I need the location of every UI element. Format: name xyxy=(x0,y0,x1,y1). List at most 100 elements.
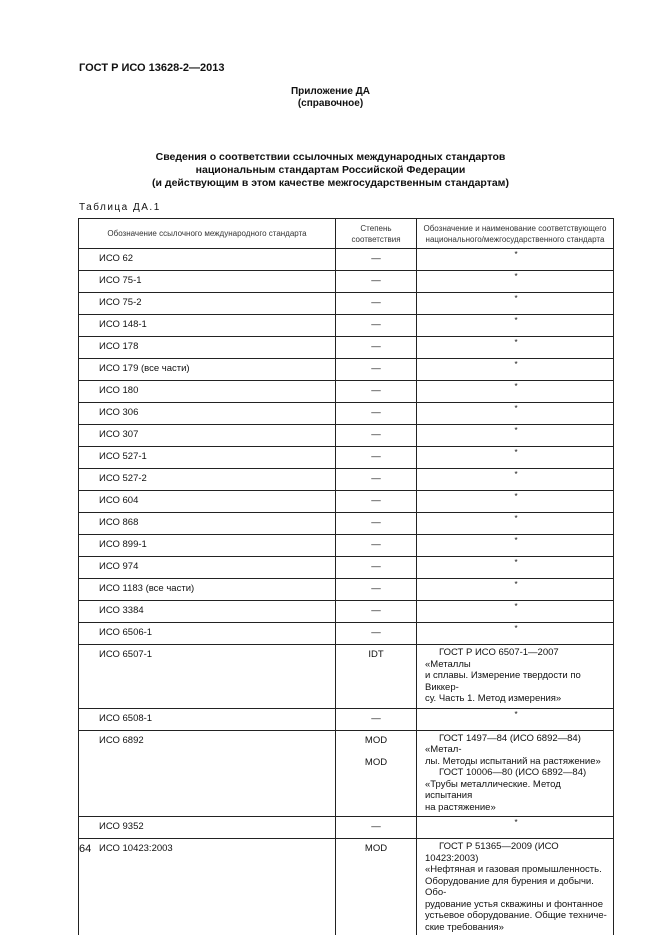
ref-standard-cell: ИСО 179 (все части) xyxy=(78,358,336,381)
degree-cell: — xyxy=(335,402,417,425)
national-standard-cell: * xyxy=(416,578,614,601)
degree-cell: — xyxy=(335,358,417,381)
national-standard-cell: * xyxy=(416,358,614,381)
national-standard-cell: * xyxy=(416,292,614,315)
degree-value: — xyxy=(371,605,381,616)
national-standard-cell: * xyxy=(416,314,614,337)
table-row: ИСО 604 — * xyxy=(78,490,614,513)
national-standard-cell: * xyxy=(416,512,614,535)
national-line: су. Часть 1. Метод измерения» xyxy=(425,693,562,704)
column-header: Обозначение ссылочного международного ст… xyxy=(78,218,336,249)
degree-cell: — xyxy=(335,707,417,730)
national-standard-cell: * xyxy=(416,424,614,447)
degree-value: — xyxy=(371,319,381,330)
table-row: ИСО 148-1 — * xyxy=(78,314,614,337)
ref-standard-cell: ИСО 178 xyxy=(78,336,336,359)
table-row: ИСО 6507-1 IDT ГОСТ Р ИСО 6507-1—2007 «Мет… xyxy=(78,644,614,708)
national-line: ские требования» xyxy=(425,921,504,933)
no-equivalent-mark: * xyxy=(514,536,518,545)
correspondence-table: Обозначение ссылочного международного ст… xyxy=(78,218,614,935)
degree-value: — xyxy=(371,385,381,396)
degree-cell: — xyxy=(335,578,417,601)
degree-cell: — xyxy=(335,380,417,403)
degree-cell: — xyxy=(335,556,417,579)
page-number: 64 xyxy=(79,843,92,855)
national-standard-cell: * xyxy=(416,490,614,513)
national-standard-cell: * xyxy=(416,336,614,359)
no-equivalent-mark: * xyxy=(514,382,518,391)
degree-value: — xyxy=(371,341,381,352)
ref-standard-cell: ИСО 306 xyxy=(78,402,336,425)
national-standard-cell: * xyxy=(416,446,614,469)
table-row: ИСО 6892 MOD MOD ГОСТ 1497—84 (ИСО 6892—84)… xyxy=(78,729,614,817)
ref-standard-cell: ИСО 10423:2003 xyxy=(78,838,336,935)
national-line: ГОСТ 1497—84 (ИСО 6892—84) «Метал- xyxy=(425,732,581,756)
degree-value: — xyxy=(371,712,381,724)
degree-cell: — xyxy=(335,446,417,469)
no-equivalent-mark: * xyxy=(514,338,518,347)
national-standard-cell: * xyxy=(416,816,614,839)
no-equivalent-mark: * xyxy=(514,404,518,413)
degree-value: — xyxy=(371,821,381,832)
degree-cell: IDT xyxy=(335,644,417,708)
no-equivalent-mark: * xyxy=(514,448,518,457)
national-line: «Трубы металлические. Метод испытания xyxy=(425,778,561,802)
document-id: ГОСТ Р ИСО 13628-2—2013 xyxy=(79,62,225,74)
title-line: Сведения о соответствии ссылочных междун… xyxy=(155,151,506,163)
title-line: национальным стандартам Российской Федер… xyxy=(195,164,466,176)
degree-cell: — xyxy=(335,490,417,513)
degree-cell: — xyxy=(335,336,417,359)
no-equivalent-mark: * xyxy=(514,818,518,827)
no-equivalent-mark: * xyxy=(514,470,518,479)
degree-value: — xyxy=(371,583,381,594)
national-line: лы. Методы испытаний на растяжение» xyxy=(425,755,601,767)
national-line: ГОСТ Р ИСО 6507-1—2007 «Металлы xyxy=(425,647,559,670)
table-row: ИСО 6508-1 — * xyxy=(78,707,614,730)
table-row: ИСО 6506-1 — * xyxy=(78,622,614,645)
table-row: ИСО 75-1 — * xyxy=(78,270,614,293)
ref-standard-cell: ИСО 974 xyxy=(78,556,336,579)
section-title: Сведения о соответствии ссылочных междун… xyxy=(0,151,661,190)
degree-value: — xyxy=(371,297,381,308)
degree-cell: — xyxy=(335,424,417,447)
degree-cell: — xyxy=(335,816,417,839)
no-equivalent-mark: * xyxy=(514,602,518,611)
no-equivalent-mark: * xyxy=(514,709,518,719)
degree-value: MOD xyxy=(364,756,388,768)
degree-cell: — xyxy=(335,600,417,623)
degree-value: — xyxy=(371,517,381,528)
degree-value: — xyxy=(371,275,381,286)
national-standard-cell: * xyxy=(416,380,614,403)
degree-cell: — xyxy=(335,534,417,557)
national-standard-cell: * xyxy=(416,270,614,293)
no-equivalent-mark: * xyxy=(514,294,518,303)
degree-value: — xyxy=(371,451,381,462)
no-equivalent-mark: * xyxy=(514,250,518,259)
degree-value: MOD xyxy=(364,843,388,854)
no-equivalent-mark: * xyxy=(514,272,518,281)
table-row: ИСО 306 — * xyxy=(78,402,614,425)
table-row: ИСО 3384 — * xyxy=(78,600,614,623)
national-standard-cell: ГОСТ 1497—84 (ИСО 6892—84) «Метал-лы. Ме… xyxy=(416,729,614,817)
table-row: ИСО 9352 — * xyxy=(78,816,614,839)
degree-cell: — xyxy=(335,512,417,535)
national-line: на растяжение» xyxy=(425,801,496,813)
no-equivalent-mark: * xyxy=(514,558,518,567)
degree-cell: — xyxy=(335,270,417,293)
ref-standard-cell: ИСО 527-1 xyxy=(78,446,336,469)
degree-cell: MOD xyxy=(335,838,417,935)
ref-standard-cell: ИСО 527-2 xyxy=(78,468,336,491)
degree-value: — xyxy=(371,429,381,440)
degree-cell: MOD MOD xyxy=(335,729,417,817)
table-row: ИСО 307 — * xyxy=(78,424,614,447)
title-line: (и действующим в этом качестве межгосуда… xyxy=(152,177,509,189)
national-line: ГОСТ 10006—80 (ИСО 6892—84) xyxy=(439,767,587,778)
ref-standard-cell: ИСО 868 xyxy=(78,512,336,535)
column-header: Степень соответствия xyxy=(335,218,417,249)
table-row: ИСО 974 — * xyxy=(78,556,614,579)
ref-standard-cell: ИСО 62 xyxy=(78,248,336,271)
national-line: устьевое оборудование. Общие техниче- xyxy=(425,910,607,921)
national-line: и сплавы. Измерение твердости по Виккер- xyxy=(425,670,581,693)
table-row: ИСО 527-1 — * xyxy=(78,446,614,469)
